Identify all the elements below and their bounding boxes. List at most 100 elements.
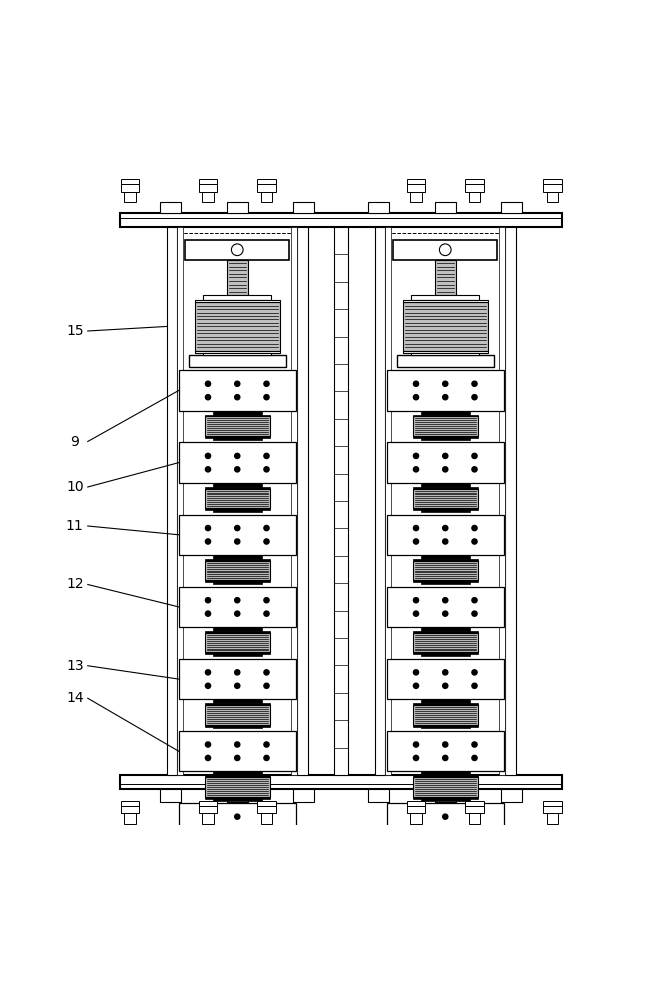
Bar	[547, 192, 558, 202]
Circle shape	[205, 381, 211, 386]
Circle shape	[472, 827, 477, 833]
Bar	[413, 775, 478, 777]
Bar	[205, 631, 270, 633]
Bar	[199, 184, 217, 192]
Bar	[195, 351, 280, 353]
Bar	[499, 227, 506, 775]
Circle shape	[443, 467, 448, 472]
Bar	[213, 411, 261, 415]
Bar	[205, 489, 270, 508]
Bar	[421, 436, 469, 440]
Bar	[179, 442, 296, 483]
Text: 13: 13	[66, 659, 84, 673]
Bar	[205, 775, 270, 777]
Bar	[403, 351, 488, 353]
Bar	[374, 227, 385, 775]
Bar	[124, 192, 136, 202]
Bar	[435, 789, 456, 802]
Bar	[387, 515, 504, 555]
Circle shape	[413, 453, 419, 459]
Bar	[502, 789, 523, 802]
Bar	[261, 813, 272, 824]
Circle shape	[205, 742, 211, 747]
Bar	[413, 652, 478, 654]
Circle shape	[264, 755, 269, 761]
Circle shape	[235, 814, 240, 819]
Circle shape	[413, 467, 419, 472]
Bar	[421, 797, 469, 801]
Bar	[179, 587, 296, 627]
Bar	[205, 777, 270, 797]
Circle shape	[472, 598, 477, 603]
Circle shape	[264, 742, 269, 747]
Bar	[213, 580, 261, 584]
Circle shape	[235, 755, 240, 761]
Circle shape	[443, 598, 448, 603]
Bar	[257, 805, 276, 813]
Bar	[393, 240, 497, 259]
Circle shape	[231, 244, 243, 256]
Circle shape	[413, 814, 419, 819]
Circle shape	[472, 683, 477, 688]
Circle shape	[443, 611, 448, 616]
Circle shape	[413, 670, 419, 675]
Bar	[185, 240, 289, 259]
Bar	[213, 627, 261, 631]
Bar	[294, 789, 315, 802]
Bar	[385, 227, 391, 775]
Circle shape	[264, 683, 269, 688]
Bar	[469, 813, 480, 824]
Bar	[291, 227, 298, 775]
Bar	[121, 179, 139, 184]
Bar	[334, 227, 348, 775]
Bar	[160, 202, 181, 213]
Bar	[180, 233, 294, 373]
Circle shape	[235, 467, 240, 472]
Circle shape	[264, 539, 269, 544]
Bar	[413, 580, 478, 582]
Circle shape	[472, 670, 477, 675]
Circle shape	[205, 598, 211, 603]
Bar	[413, 487, 478, 489]
Bar	[179, 845, 296, 854]
Circle shape	[264, 525, 269, 531]
Bar	[411, 295, 480, 300]
Bar	[193, 854, 211, 860]
Circle shape	[264, 395, 269, 400]
Text: 10: 10	[66, 480, 84, 494]
Circle shape	[443, 381, 448, 386]
Bar	[413, 559, 478, 561]
Circle shape	[205, 611, 211, 616]
Text: 12: 12	[66, 577, 84, 591]
Circle shape	[235, 453, 240, 459]
Circle shape	[413, 755, 419, 761]
Bar	[413, 436, 478, 438]
Bar	[213, 725, 261, 728]
Circle shape	[205, 453, 211, 459]
Circle shape	[264, 827, 269, 833]
Bar	[213, 699, 261, 703]
Circle shape	[472, 525, 477, 531]
Bar	[465, 801, 484, 805]
Circle shape	[205, 670, 211, 675]
Bar	[465, 179, 484, 184]
Bar	[166, 227, 177, 775]
Circle shape	[443, 453, 448, 459]
Circle shape	[443, 742, 448, 747]
Bar	[205, 436, 270, 438]
Text: 11: 11	[66, 519, 84, 533]
Bar	[121, 184, 139, 192]
Circle shape	[235, 611, 240, 616]
Circle shape	[205, 814, 211, 819]
Bar	[407, 801, 425, 805]
Bar	[368, 202, 389, 213]
Bar	[227, 789, 248, 802]
Bar	[506, 227, 516, 775]
Bar	[294, 202, 315, 213]
Text: 15: 15	[66, 324, 84, 338]
Bar	[410, 813, 422, 824]
Bar	[421, 627, 469, 631]
Bar	[205, 561, 270, 580]
Bar	[387, 731, 504, 771]
Bar	[205, 508, 270, 510]
